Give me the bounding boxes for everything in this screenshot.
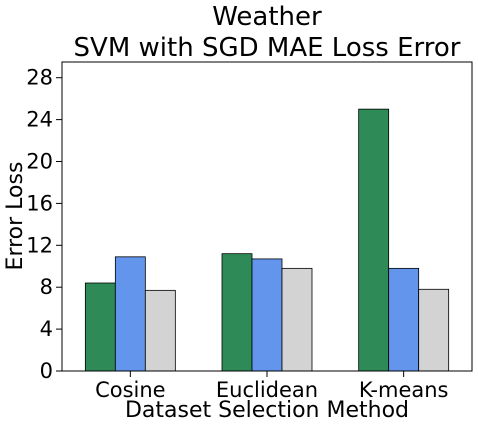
x-tick-label: Cosine [95,378,166,402]
y-tick-label: 28 [26,66,53,90]
x-tick-label: K-means [359,378,449,402]
plot-area: Cosine Euclidean K-means 0 4 8 12 16 20 24 28 [26,61,473,402]
y-tick-label: 8 [40,275,53,299]
bar-cosine-series-2 [114,256,146,372]
bar-cosine-series-1 [84,282,116,372]
y-tick-label: 20 [26,150,53,174]
bar-k-means-series-1 [358,108,390,372]
x-tick-label: Euclidean [216,378,318,402]
y-tick-label: 16 [26,191,53,215]
y-tick-label: 4 [40,317,53,341]
bar-k-means-series-2 [388,267,420,372]
bar-euclidean-series-2 [251,258,283,372]
bar-k-means-series-3 [418,288,450,372]
y-axis-label: Error Loss [3,162,28,271]
chart-title: Weather [212,2,322,32]
plot-frame [61,61,473,372]
bar-cosine-series-3 [144,289,176,372]
bar-euclidean-series-1 [221,253,253,372]
chart-subtitle: SVM with SGD MAE Loss Error [74,33,461,63]
y-tick-label: 12 [26,233,53,257]
x-axis-label: Dataset Selection Method [125,398,409,423]
y-tick-label: 0 [40,359,53,383]
bar-euclidean-series-3 [281,267,313,372]
y-tick-label: 24 [26,108,53,132]
